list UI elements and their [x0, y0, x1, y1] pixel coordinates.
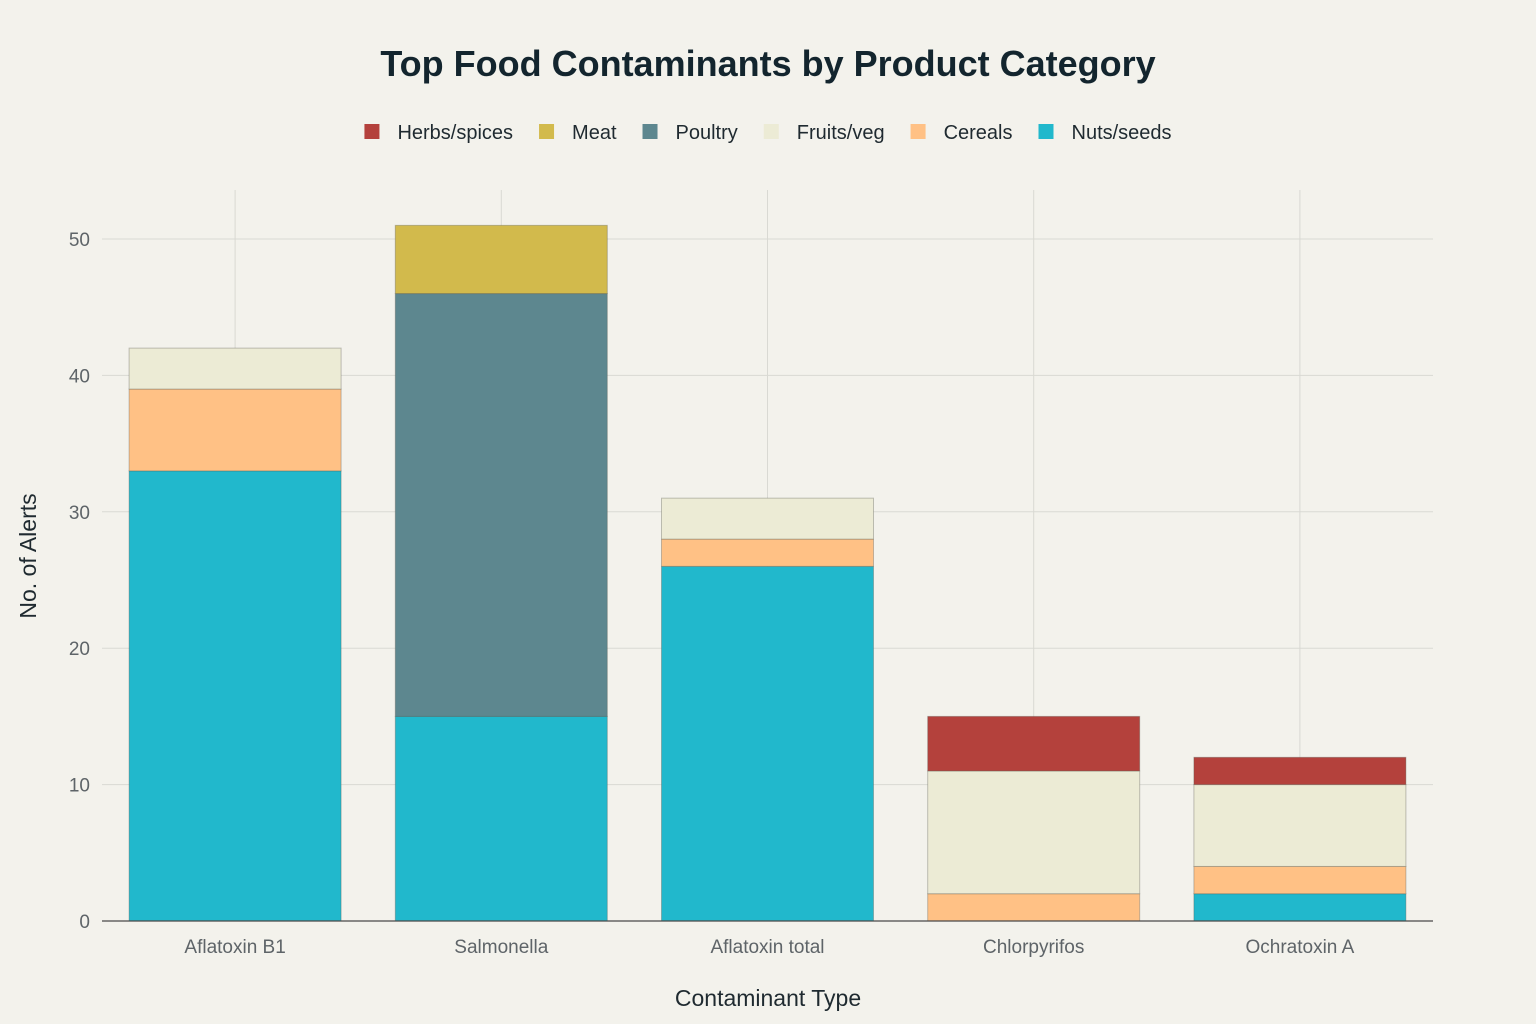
y-tick-label: 0	[79, 912, 90, 933]
legend-swatch	[642, 124, 658, 139]
bar-segment	[394, 224, 608, 295]
bars	[128, 224, 1407, 922]
y-tick-label: 40	[69, 366, 90, 387]
legend-swatch	[763, 124, 779, 139]
legend-item: Nuts/seeds	[1038, 122, 1172, 144]
x-tick-label: Ochratoxin A	[1246, 937, 1355, 958]
legend-item: Poultry	[642, 122, 738, 144]
legend-label: Cereals	[944, 122, 1013, 144]
legend-label: Poultry	[676, 122, 738, 144]
x-tick-label: Chlorpyrifos	[983, 937, 1084, 958]
y-tick-label: 50	[69, 230, 90, 251]
bar-segment	[927, 770, 1141, 895]
legend-swatch	[364, 124, 380, 139]
bar-segment	[394, 293, 608, 717]
bar-segment	[394, 715, 608, 922]
x-axis-title: Contaminant Type	[675, 985, 861, 1011]
bar-segment	[927, 893, 1141, 922]
legend-label: Fruits/veg	[797, 122, 885, 144]
bar-segment	[661, 497, 874, 540]
y-tick-label: 20	[69, 639, 90, 660]
bar-segment	[128, 388, 342, 472]
legend-label: Nuts/seeds	[1072, 122, 1172, 144]
chart-title: Top Food Contaminants by Product Categor…	[380, 43, 1155, 84]
axes: 0 10 20 30 40 50 Aflatoxin B1 Salmonella Aflatox…	[69, 230, 1433, 958]
legend-label: Herbs/spices	[397, 122, 513, 144]
bar-segment	[128, 347, 342, 390]
bar-segment	[927, 715, 1141, 772]
y-tick-label: 10	[69, 776, 90, 797]
legend-label: Meat	[572, 122, 617, 144]
legend-item: Herbs/spices	[364, 122, 513, 144]
legend-swatch	[1038, 124, 1054, 139]
x-tick-label: Aflatoxin total	[710, 937, 824, 958]
bar-segment	[1193, 893, 1407, 922]
legend-item: Meat	[539, 122, 617, 144]
bar-segment	[1193, 784, 1407, 867]
bar-segment	[661, 565, 874, 922]
legend-swatch	[910, 124, 926, 139]
bar-segment	[1193, 865, 1407, 895]
legend-item: Fruits/veg	[763, 122, 885, 144]
x-tick-label: Salmonella	[454, 937, 548, 958]
bar-segment	[661, 538, 874, 567]
legend-item: Cereals	[910, 122, 1013, 144]
bar-segment	[1193, 756, 1407, 786]
bar-segment	[128, 470, 342, 922]
y-tick-label: 30	[69, 503, 90, 524]
x-tick-label: Aflatoxin B1	[184, 937, 285, 958]
y-axis-title: No. of Alerts	[15, 493, 41, 618]
legend: Herbs/spices Meat Poultry Fruits/veg Cereals…	[364, 122, 1172, 144]
legend-swatch	[539, 124, 555, 139]
